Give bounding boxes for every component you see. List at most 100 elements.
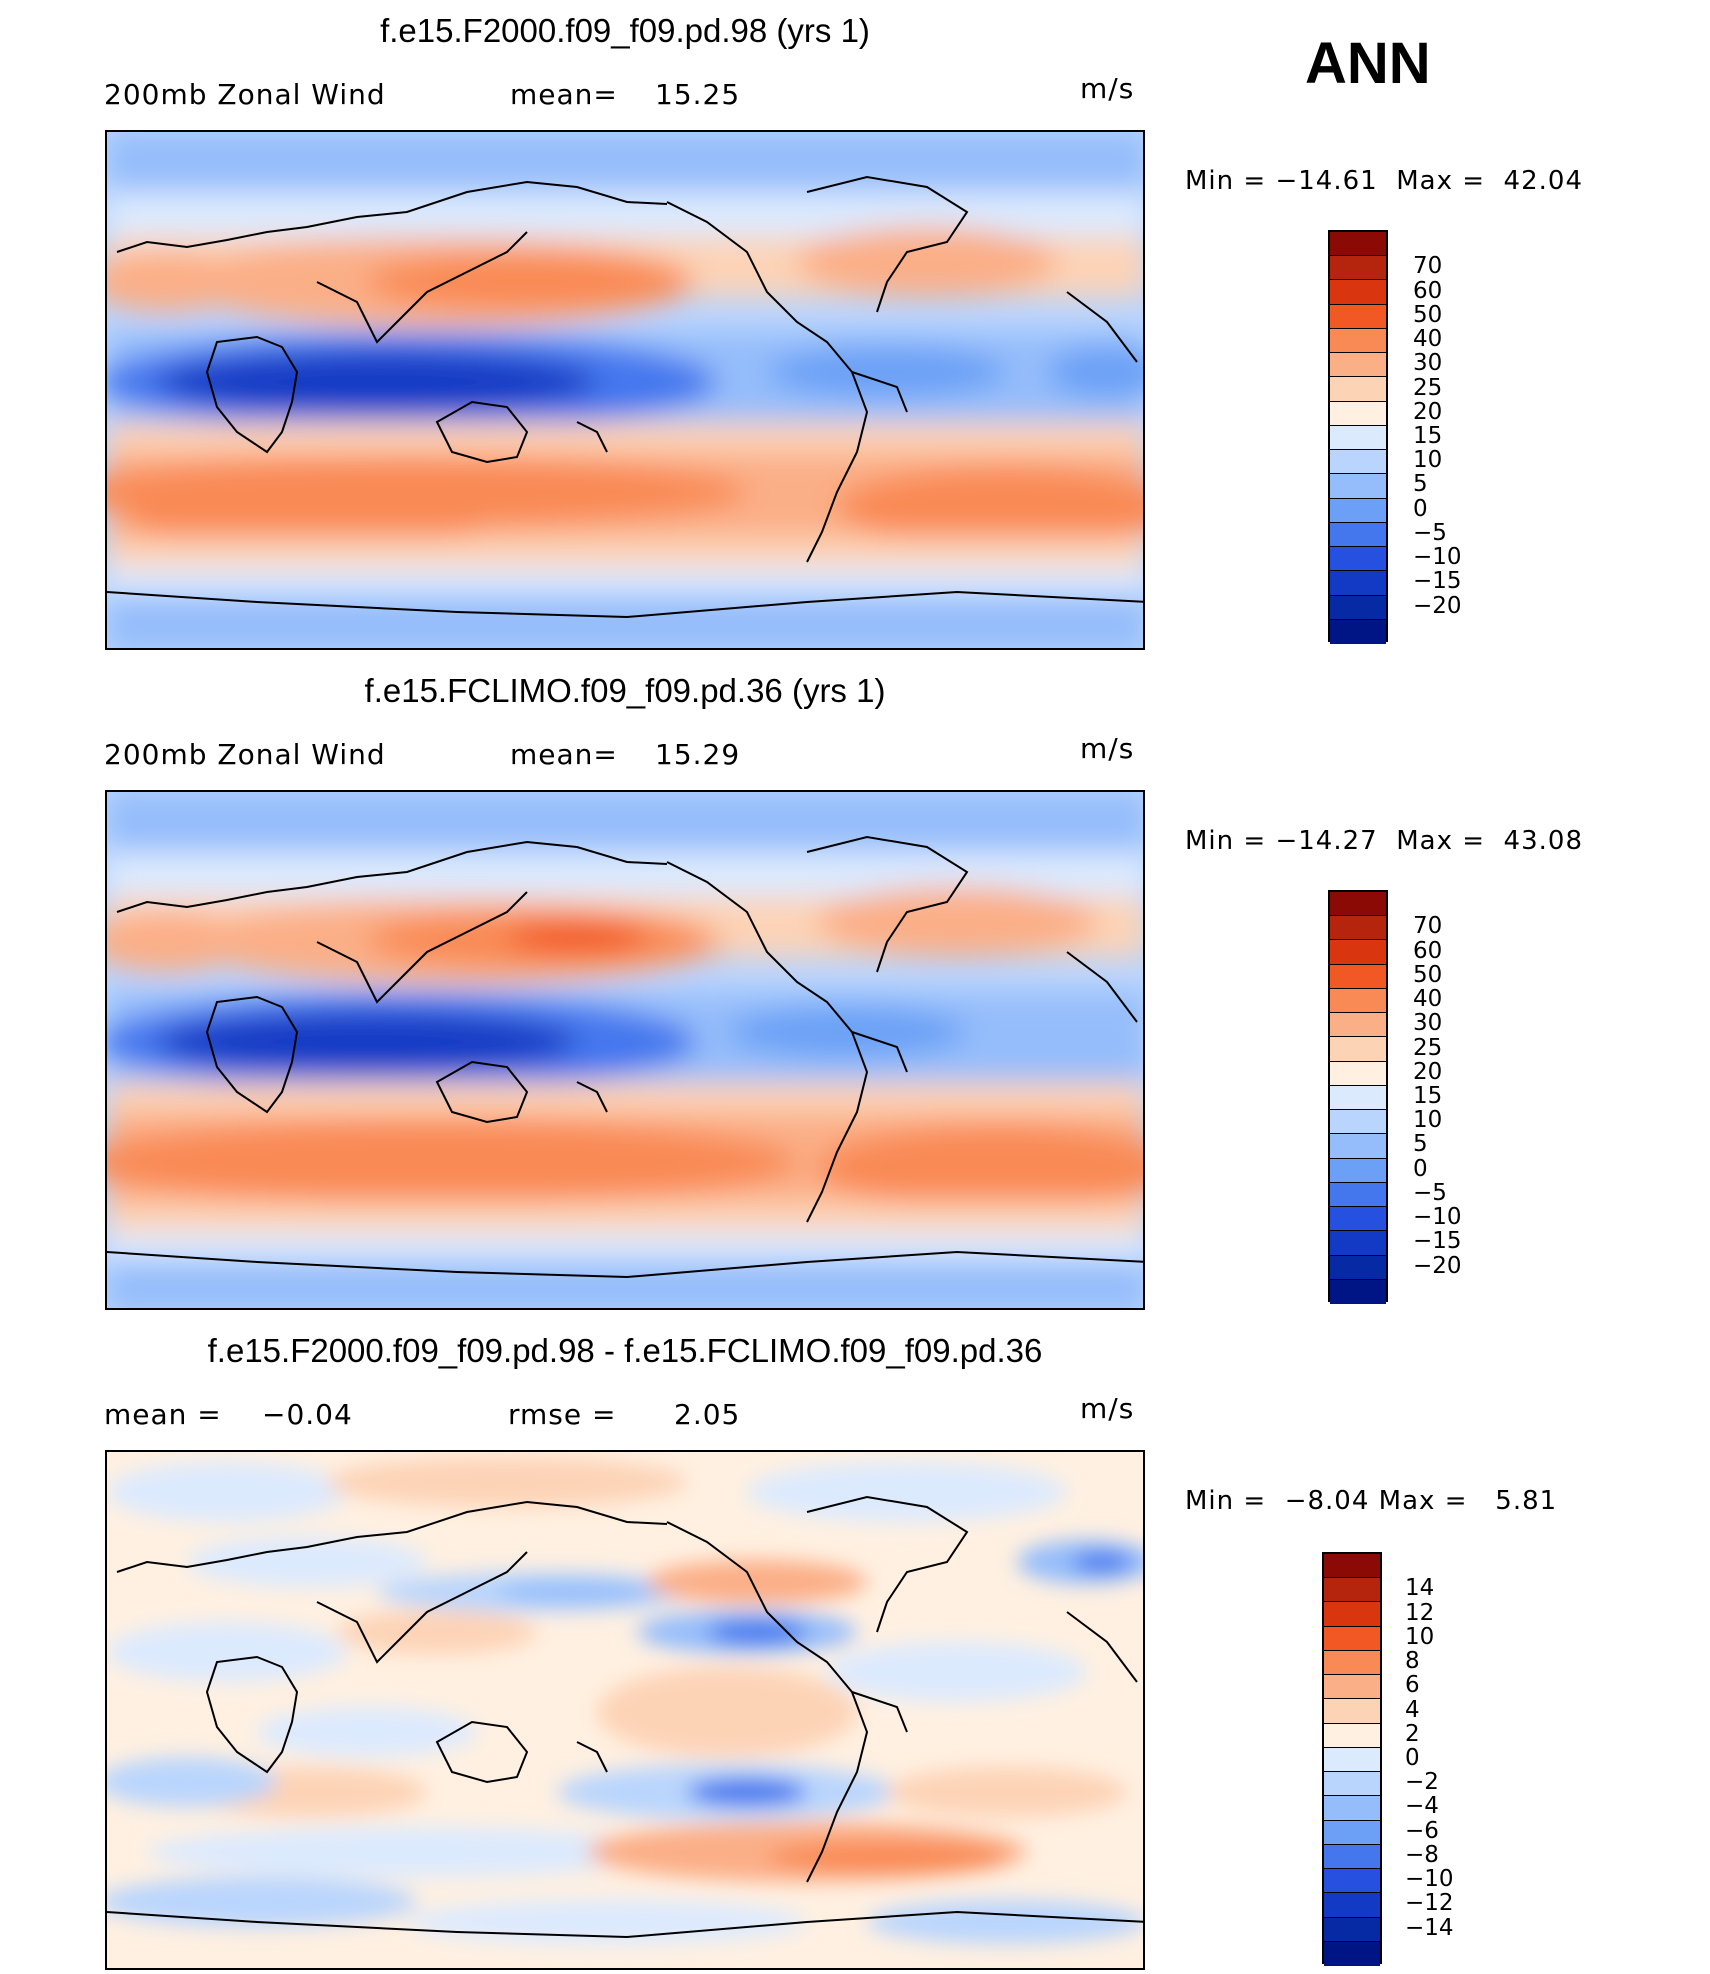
panel3-colorbar-tick-label: −8 (1405, 1841, 1439, 1868)
panel1-colorbar-tick-label: 10 (1413, 447, 1443, 474)
panel3-colorbar-tick-label: 4 (1405, 1696, 1420, 1723)
panel1-colorbar-tick-label: −10 (1413, 544, 1462, 571)
panel3-colorbar-swatch (1324, 1796, 1380, 1821)
panel1-colorbar-tick-label: −5 (1413, 519, 1447, 546)
panel2-colorbar-tick-label: 60 (1413, 937, 1443, 964)
panel2-colorbar-swatch (1330, 988, 1386, 1014)
panel2-colorbar-swatch (1330, 1061, 1386, 1086)
panel2-max-value: 43.08 (1503, 826, 1583, 856)
panel2-colorbar-tick-label: 30 (1413, 1010, 1443, 1037)
panel2-colorbar-swatch (1330, 1182, 1386, 1208)
panel1-min-label: Min = (1185, 166, 1267, 196)
panel1-colorbar-swatch (1330, 547, 1386, 572)
panel3-colorbar-tick-label: −6 (1405, 1817, 1439, 1844)
panel3-colorbar-swatch (1324, 1869, 1380, 1894)
panel1-max-label: Max = (1396, 166, 1486, 196)
panel1-colorbar-swatch (1330, 498, 1386, 523)
panel1-max-value: 42.04 (1503, 166, 1583, 196)
panel2-colorbar-tick-label: 70 (1413, 913, 1443, 940)
panel2-colorbar-tick-label: 10 (1413, 1107, 1443, 1134)
panel1-colorbar-swatch (1330, 619, 1386, 644)
panel2-colorbar-swatch (1330, 1279, 1386, 1304)
panel2-colorbar-tick-label: 15 (1413, 1083, 1443, 1109)
panel2-colorbar-swatch (1330, 892, 1386, 917)
panel3-colorbar-tick-label: −4 (1405, 1793, 1439, 1820)
panel3-colorbar-swatch (1324, 1772, 1380, 1797)
panel3-colorbar-tick-label: 10 (1405, 1623, 1435, 1650)
panel2-mean-label: mean= (510, 738, 618, 771)
panel3-rmse-value: 2.05 (674, 1398, 741, 1431)
panel1-colorbar-tick-label: 30 (1413, 350, 1443, 377)
panel1-title: f.e15.F2000.f09_f09.pd.98 (yrs 1) (380, 12, 870, 49)
panel3-colorbar-swatch (1324, 1675, 1380, 1700)
panel2-colorbar-swatch (1330, 1013, 1386, 1038)
panel2-colorbar-swatch (1330, 1037, 1386, 1062)
panel1-colorbar-tick-label: 40 (1413, 326, 1443, 353)
panel1-colorbar-swatch (1330, 401, 1386, 426)
panel2-colorbar-swatch (1330, 1085, 1386, 1111)
panel2-title: f.e15.FCLIMO.f09_f09.pd.36 (yrs 1) (364, 672, 886, 709)
panel2-colorbar-swatch (1330, 1110, 1386, 1135)
panel1-colorbar-swatch (1330, 474, 1386, 499)
panel3-contour-field (107, 1452, 1143, 1968)
panel1-minmax: Min = −14.61 Max = 42.04 (1185, 166, 1583, 196)
panel1-mean-value: 15.25 (655, 78, 741, 111)
panel1-colorbar-tick-label: 60 (1413, 277, 1443, 304)
panel2-map (105, 790, 1145, 1310)
panel3-colorbar-swatch (1324, 1602, 1380, 1627)
panel1-colorbar-swatch (1330, 377, 1386, 402)
panel2-min-value: −14.27 (1275, 826, 1378, 856)
panel2-colorbar-swatch (1330, 1255, 1386, 1280)
panel2-contour-field (107, 792, 1143, 1308)
panel2-colorbar-tick-label: −15 (1413, 1228, 1462, 1255)
panel1-colorbar-swatch (1330, 256, 1386, 281)
panel1-colorbar-swatch (1330, 328, 1386, 354)
panel3-minmax: Min = −8.04 Max = 5.81 (1185, 1486, 1557, 1516)
panel1-colorbar-tick-label: −20 (1413, 592, 1462, 619)
panel2-colorbar (1328, 890, 1388, 1304)
panel2-variable-label: 200mb Zonal Wind (104, 738, 386, 771)
panel1-contour-field (107, 132, 1143, 648)
panel3-colorbar-tick-label: 12 (1405, 1599, 1435, 1626)
panel2-colorbar-swatch (1330, 964, 1386, 989)
panel2-mean-value: 15.29 (655, 738, 741, 771)
panel2-colorbar-tick-label: −5 (1413, 1179, 1447, 1206)
panel3-mean-label: mean = (104, 1398, 222, 1431)
panel1-colorbar-tick-label: 5 (1413, 471, 1428, 498)
panel2-max-label: Max = (1396, 826, 1486, 856)
panel2-colorbar-tick-label: −20 (1413, 1252, 1462, 1279)
panel1-colorbar-tick-label: 70 (1413, 253, 1443, 280)
panel2-colorbar-tick-label: 20 (1413, 1058, 1443, 1085)
panel1-colorbar-swatch (1330, 353, 1386, 378)
panel1-colorbar-tick-label: 15 (1413, 423, 1443, 449)
panel3-rmse-label: rmse = (508, 1398, 617, 1431)
panel3-colorbar-swatch (1324, 1747, 1380, 1773)
panel3-colorbar-tick-label: 2 (1405, 1720, 1420, 1747)
panel3-colorbar-tick-label: 6 (1405, 1672, 1420, 1699)
panel2-colorbar-swatch (1330, 916, 1386, 941)
panel1-variable-label: 200mb Zonal Wind (104, 78, 386, 111)
panel3-colorbar-swatch (1324, 1723, 1380, 1748)
panel3-min-label: Min = (1185, 1486, 1267, 1516)
panel2-minmax: Min = −14.27 Max = 43.08 (1185, 826, 1583, 856)
panel3-colorbar-tick-label: −12 (1405, 1890, 1454, 1917)
panel1-colorbar-swatch (1330, 280, 1386, 305)
panel2-colorbar-swatch (1330, 1231, 1386, 1256)
panel1-colorbar-swatch (1330, 425, 1386, 451)
panel3-colorbar-tick-label: 0 (1405, 1745, 1420, 1771)
panel3-units: m/s (1080, 1392, 1135, 1425)
panel1-colorbar-swatch (1330, 232, 1386, 257)
panel1-colorbar (1328, 230, 1388, 644)
panel3-min-value: −8.04 (1284, 1486, 1370, 1516)
panel2-colorbar-tick-label: 25 (1413, 1034, 1443, 1061)
panel1-colorbar-swatch (1330, 571, 1386, 596)
panel3-colorbar-swatch (1324, 1917, 1380, 1942)
panel1-colorbar-swatch (1330, 522, 1386, 548)
panel2-colorbar-tick-label: 0 (1413, 1155, 1428, 1182)
panel1-colorbar-tick-label: 0 (1413, 495, 1428, 522)
panel3-colorbar-swatch (1324, 1941, 1380, 1966)
panel1-min-value: −14.61 (1275, 166, 1378, 196)
panel3-colorbar (1322, 1552, 1382, 1966)
panel3-max-value: 5.81 (1495, 1486, 1558, 1516)
panel2-colorbar-swatch (1330, 1207, 1386, 1232)
